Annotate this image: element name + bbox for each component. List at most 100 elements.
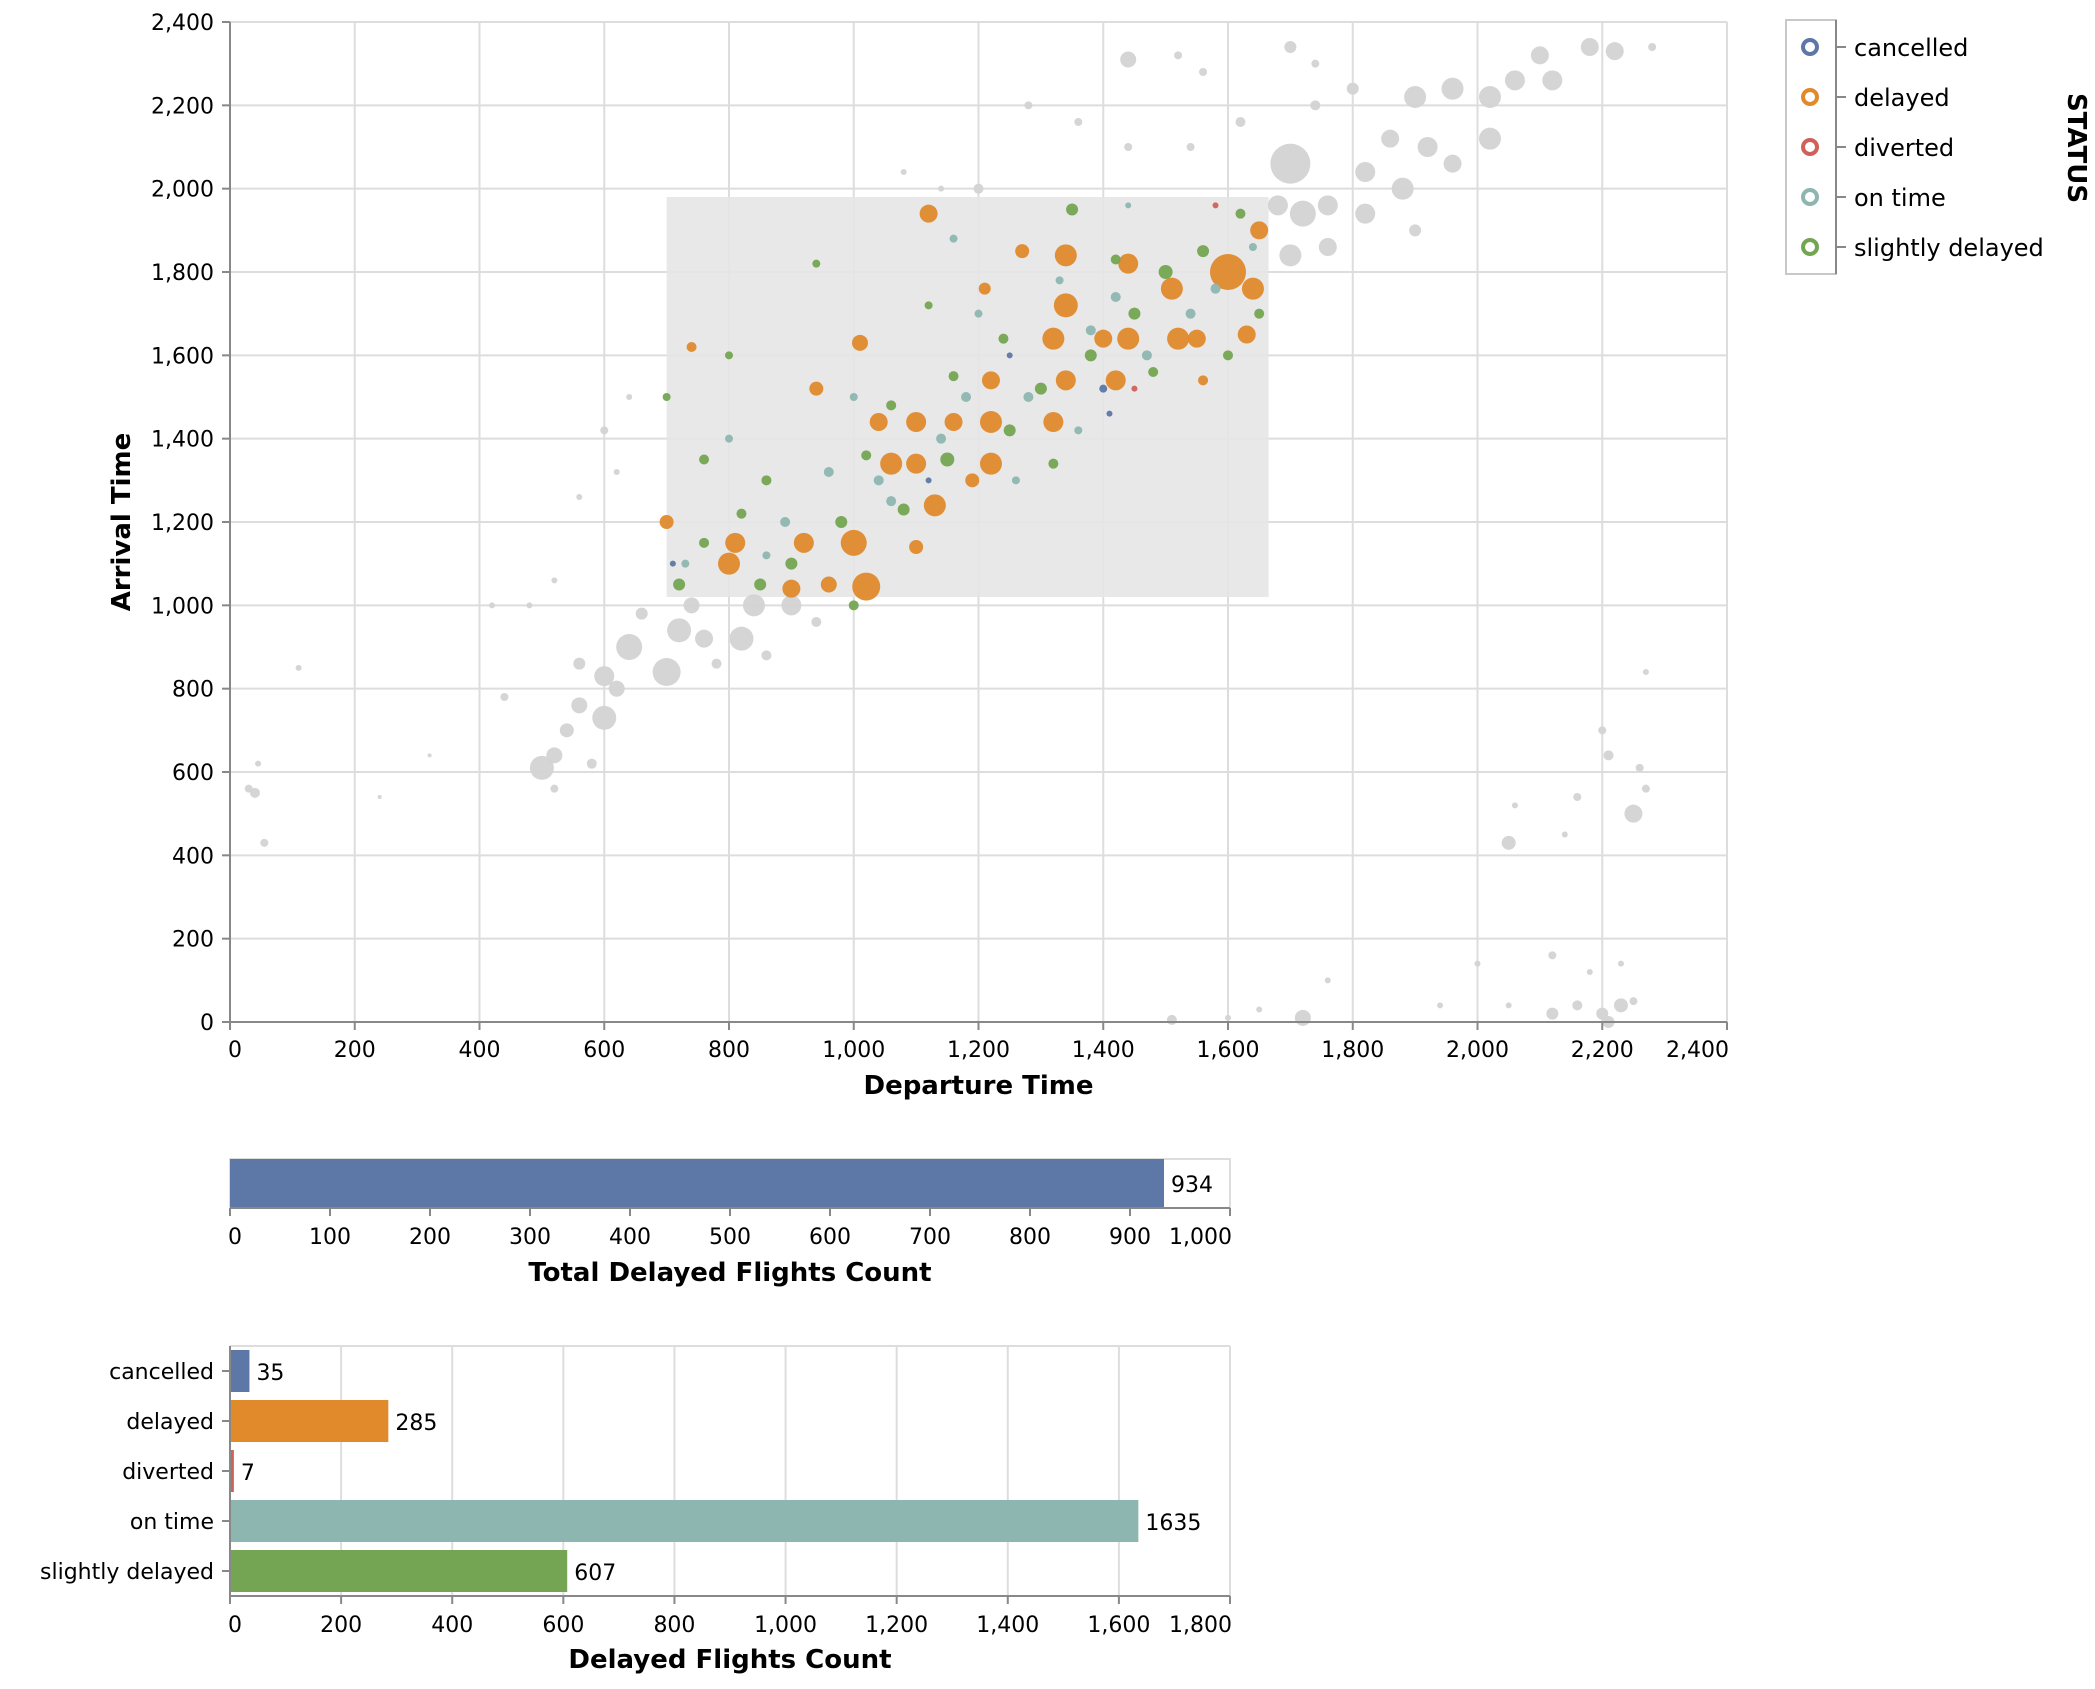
- point-delayed: [1237, 325, 1256, 344]
- point-delayed: [1055, 370, 1076, 391]
- point-delayed: [979, 411, 1002, 433]
- point-delayed: [1043, 412, 1064, 432]
- category-label: cancelled: [109, 1360, 214, 1385]
- x-tick-label: 800: [653, 1613, 695, 1638]
- unselected-point: [742, 594, 765, 617]
- unselected-point: [1270, 143, 1311, 184]
- unselected-point: [1355, 203, 1376, 224]
- category-label: diverted: [122, 1460, 214, 1485]
- unselected-point: [1417, 137, 1438, 157]
- x-tick-label: 1,800: [1169, 1613, 1232, 1638]
- unselected-point: [1311, 59, 1320, 68]
- bar-value-label: 1635: [1145, 1511, 1201, 1536]
- point-delayed: [1118, 253, 1139, 274]
- unselected-point: [1586, 969, 1593, 975]
- total-count-bar-chart: 934 0 100 200 300 400 500 600 700 800 900 1,000: [228, 1158, 1232, 1250]
- point-slightly-delayed: [1066, 203, 1079, 216]
- legend-label: diverted: [1854, 134, 1954, 162]
- point-delayed: [869, 413, 888, 431]
- unselected-point: [811, 617, 822, 627]
- unselected-point: [1024, 101, 1033, 110]
- point-slightly-delayed: [673, 578, 686, 591]
- point-slightly-delayed: [812, 259, 821, 268]
- point-on-time: [762, 551, 771, 560]
- unselected-point: [761, 650, 772, 661]
- x-tick-label: 100: [309, 1225, 351, 1250]
- unselected-point: [1120, 51, 1137, 68]
- y-tick-label: 800: [172, 678, 214, 703]
- point-slightly-delayed: [1084, 349, 1097, 362]
- unselected-point: [1124, 143, 1133, 151]
- unselected-point: [667, 618, 692, 643]
- status-count-axis-title: Delayed Flights Count: [568, 1645, 891, 1675]
- total-count-axis-title: Total Delayed Flights Count: [528, 1258, 931, 1288]
- unselected-point: [1318, 238, 1337, 256]
- unselected-point: [500, 693, 509, 701]
- unselected-point: [260, 838, 269, 847]
- point-delayed: [1250, 221, 1269, 240]
- point-delayed: [919, 204, 938, 223]
- point-delayed: [820, 576, 837, 593]
- unselected-point: [1294, 1009, 1311, 1026]
- scatter-axes: 0 200 400 600 800 1,000 1,200 1,400 1,600 1,800 2,…: [151, 11, 1729, 1063]
- unselected-point: [1572, 1000, 1583, 1011]
- unselected-point: [1530, 46, 1549, 65]
- point-on-time: [780, 517, 791, 527]
- point-slightly-delayed: [662, 393, 671, 401]
- unselected-point: [377, 795, 382, 799]
- y-axis-title: Arrival Time: [107, 433, 137, 612]
- point-slightly-delayed: [897, 503, 910, 516]
- bar-diverted: [230, 1450, 234, 1492]
- y-tick-label: 1,200: [151, 511, 214, 536]
- point-slightly-delayed: [1158, 265, 1173, 279]
- unselected-point: [1404, 86, 1427, 108]
- unselected-point: [1580, 38, 1599, 56]
- point-delayed: [852, 572, 881, 601]
- y-tick-label: 600: [172, 761, 214, 786]
- unselected-point: [613, 469, 620, 475]
- point-slightly-delayed: [1034, 382, 1047, 395]
- point-delayed: [1094, 329, 1113, 348]
- x-tick-label: 800: [708, 1038, 750, 1063]
- point-cancelled: [669, 560, 676, 567]
- point-delayed: [809, 381, 824, 396]
- scatter-chart[interactable]: 0 200 400 600 800 1,000 1,200 1,400 1,600 1,800 2,…: [107, 11, 1729, 1101]
- unselected-point: [1225, 1014, 1231, 1021]
- unselected-point: [550, 784, 559, 793]
- point-delayed: [840, 529, 867, 556]
- point-slightly-delayed: [736, 508, 747, 519]
- unselected-point: [1542, 70, 1563, 91]
- point-slightly-delayed: [1003, 424, 1016, 437]
- unselected-point: [1310, 100, 1321, 111]
- legend[interactable]: cancelled delayed diverted on time slightly …: [1785, 19, 2091, 275]
- unselected-point: [1642, 669, 1649, 675]
- point-slightly-delayed: [699, 454, 710, 465]
- point-delayed: [909, 540, 924, 554]
- x-tick-label: 400: [431, 1613, 473, 1638]
- unselected-point: [1605, 42, 1624, 61]
- legend-symbol-slightly-delayed: [1801, 238, 1819, 256]
- point-delayed: [1187, 329, 1206, 348]
- legend-label: cancelled: [1854, 34, 1968, 62]
- unselected-point: [1355, 162, 1376, 182]
- point-cancelled: [925, 477, 932, 484]
- unselected-point: [249, 787, 260, 798]
- bar-value-label: 7: [241, 1461, 255, 1486]
- x-tick-label: 400: [459, 1038, 501, 1063]
- point-on-time: [1011, 476, 1020, 485]
- unselected-point: [1504, 70, 1525, 91]
- x-tick-label: 600: [542, 1613, 584, 1638]
- point-on-time: [1210, 283, 1221, 294]
- total-bar-label: 934: [1171, 1173, 1213, 1198]
- unselected-point: [1381, 129, 1400, 148]
- y-tick-label: 0: [200, 1011, 214, 1036]
- point-on-time: [1185, 308, 1196, 319]
- point-delayed: [944, 413, 963, 431]
- point-slightly-delayed: [699, 537, 710, 548]
- unselected-point: [1617, 960, 1624, 967]
- point-slightly-delayed: [886, 400, 897, 411]
- point-slightly-delayed: [835, 516, 848, 528]
- unselected-point: [652, 658, 681, 686]
- x-tick-label: 1,200: [865, 1613, 928, 1638]
- unselected-point: [1573, 793, 1582, 801]
